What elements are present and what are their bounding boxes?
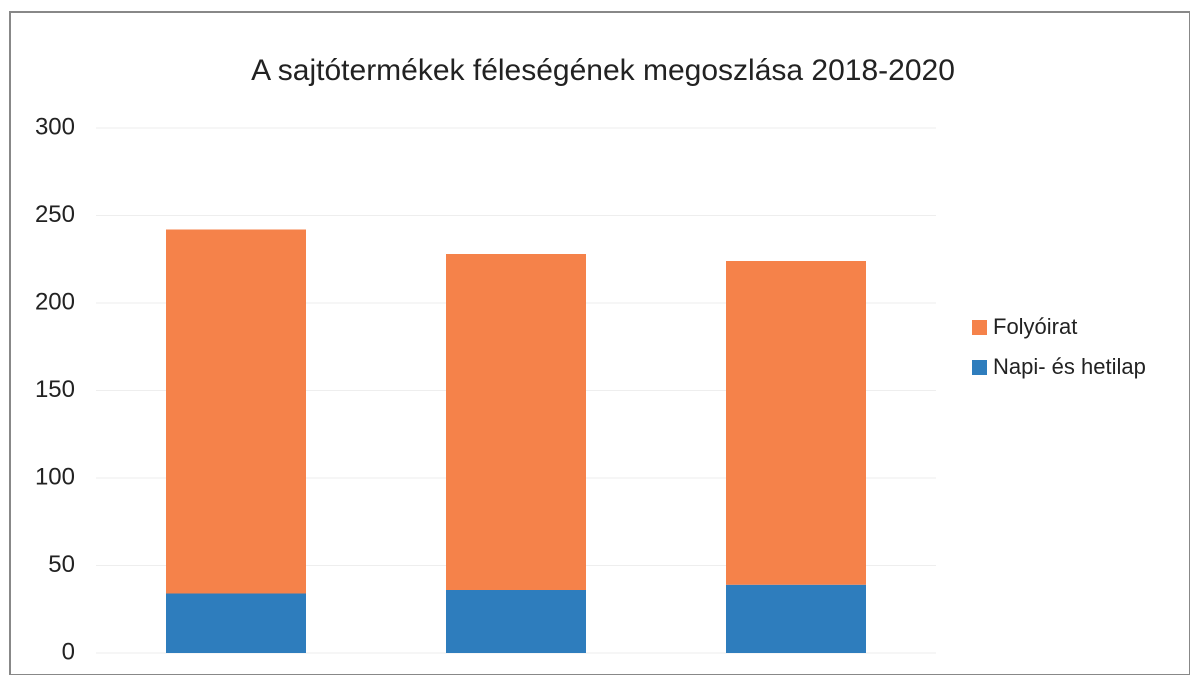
bar-segment (726, 261, 866, 585)
legend-label: Folyóirat (993, 314, 1077, 339)
legend-swatch (972, 360, 987, 375)
legend-swatch (972, 320, 987, 335)
bar-segment (166, 593, 306, 653)
y-tick-label: 100 (35, 463, 75, 490)
chart-title: A sajtótermékek féleségének megoszlása 2… (251, 54, 955, 87)
y-tick-label: 200 (35, 288, 75, 315)
bar-segment (726, 584, 866, 653)
legend-label: Napi- és hetilap (993, 354, 1146, 379)
y-tick-label: 300 (35, 113, 75, 140)
bar-segment (446, 254, 586, 590)
y-tick-label: 150 (35, 376, 75, 403)
y-tick-label: 0 (62, 638, 75, 665)
bar-segment (166, 229, 306, 594)
y-tick-label: 250 (35, 201, 75, 228)
bar-segment (446, 590, 586, 653)
y-tick-label: 50 (48, 551, 75, 578)
